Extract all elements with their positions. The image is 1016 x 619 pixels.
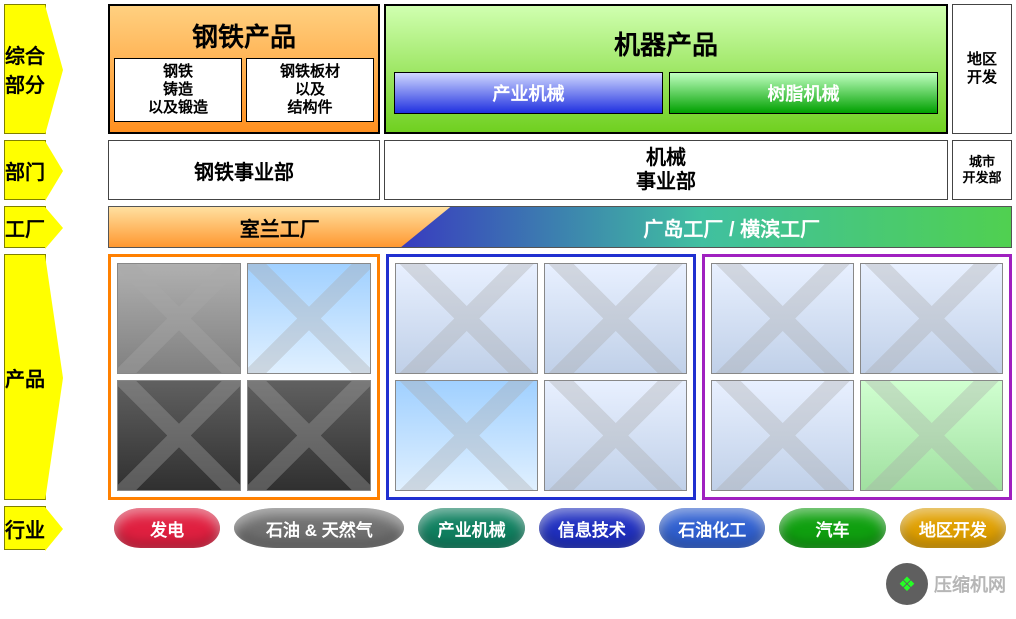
row-label-industry: 行业: [4, 506, 46, 550]
dept-steel: 钢铁事业部: [108, 140, 380, 200]
machine-sub-left: 产业机械: [394, 72, 663, 114]
product-group-resin: [702, 254, 1012, 500]
factory-left: 室兰工厂: [108, 206, 452, 248]
product-img-turbine: [117, 380, 241, 491]
machine-header: 机器产品 产业机械 树脂机械: [384, 4, 948, 134]
industry-pill-4: 石油化工: [659, 508, 765, 548]
product-img-crane: [247, 263, 371, 374]
dept-machine-l2: 事业部: [636, 170, 696, 194]
product-img-bars: [247, 380, 371, 491]
industry-pill-2: 产业机械: [418, 508, 524, 548]
product-img-extruder: [711, 263, 854, 374]
machine-sub-right: 树脂机械: [669, 72, 938, 114]
steel-title: 钢铁产品: [192, 17, 296, 54]
industry-pill-5: 汽车: [779, 508, 885, 548]
products-content: [108, 254, 1012, 500]
product-img-press-blue: [395, 263, 538, 374]
industry-pill-1: 石油 & 天然气: [234, 508, 404, 548]
row-label-overview: 综合 部分: [4, 4, 46, 134]
product-img-vessel: [117, 263, 241, 374]
factory-right: 广岛工厂 / 横滨工厂: [392, 206, 1012, 248]
industry-pill-6: 地区开发: [900, 508, 1006, 548]
product-img-press-blue2: [544, 263, 687, 374]
wechat-icon: ❖: [886, 563, 928, 605]
product-img-jsw-unit: [860, 263, 1003, 374]
steel-sub-left: 钢铁 铸造 以及锻造: [114, 58, 242, 122]
row-label-dept: 部门: [4, 140, 46, 200]
dept-machine: 机械 事业部: [384, 140, 948, 200]
region-dev-box: 地区 开发: [952, 4, 1012, 134]
industry-pill-0: 发电: [114, 508, 220, 548]
row-label-factory: 工厂: [4, 206, 46, 248]
watermark-text: 压缩机网: [934, 571, 1006, 597]
overview-content: 钢铁产品 钢铁 铸造 以及锻造 钢铁板材 以及 结构件 机器产品 产业机械 树脂…: [108, 4, 1012, 134]
row-label-products: 产品: [4, 254, 46, 500]
steel-header: 钢铁产品 钢铁 铸造 以及锻造 钢铁板材 以及 结构件: [108, 4, 380, 134]
steel-sub-right: 钢铁板材 以及 结构件: [246, 58, 374, 122]
product-img-windmill: [395, 380, 538, 491]
product-group-steel: [108, 254, 380, 500]
industry-pill-3: 信息技术: [539, 508, 645, 548]
factory-content: 室兰工厂 广岛工厂 / 横滨工厂: [108, 206, 1012, 248]
dept-content: 钢铁事业部 机械 事业部 城市 开发部: [108, 140, 1012, 200]
watermark: ❖ 压缩机网: [886, 563, 1006, 605]
machine-title: 机器产品: [614, 25, 718, 62]
product-img-machine-grey: [544, 380, 687, 491]
dept-machine-l1: 机械: [646, 146, 686, 170]
product-img-line: [711, 380, 854, 491]
dept-city: 城市 开发部: [952, 140, 1012, 200]
industry-content: 发电石油 & 天然气产业机械信息技术石油化工汽车地区开发: [108, 506, 1012, 550]
product-group-industrial: [386, 254, 696, 500]
product-img-plant: [860, 380, 1003, 491]
